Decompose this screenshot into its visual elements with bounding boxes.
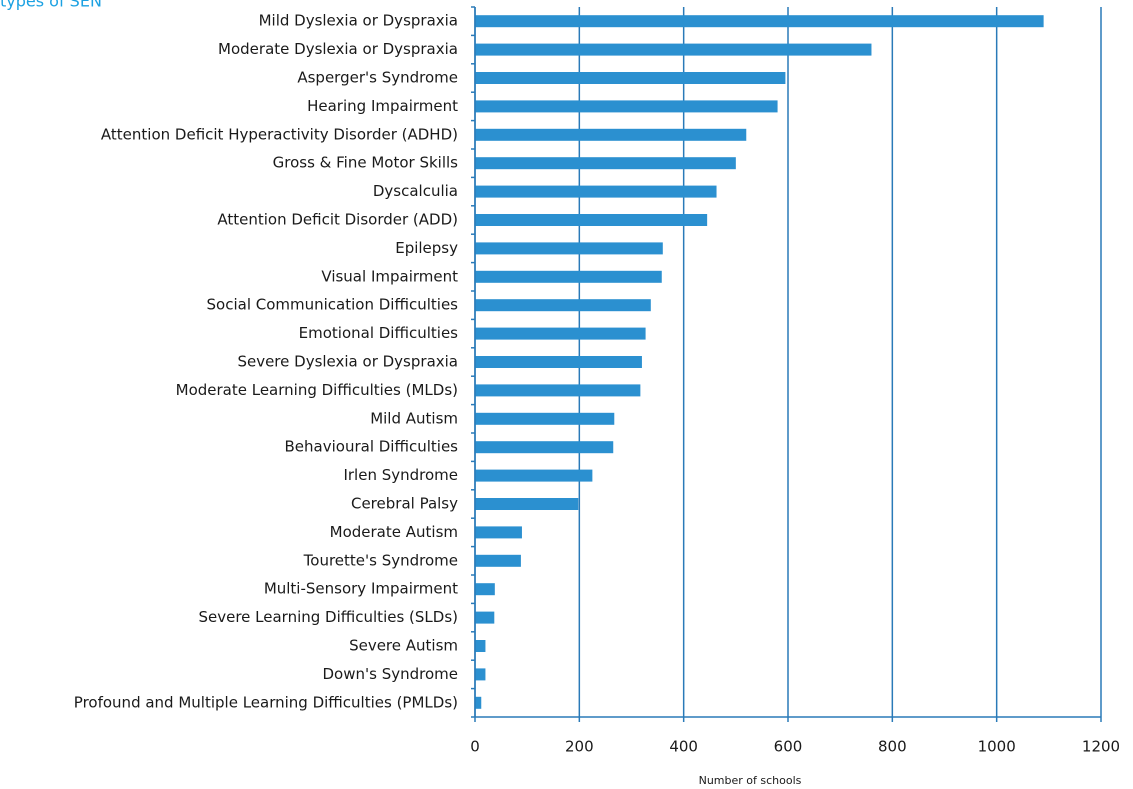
y-tick-label: Profound and Multiple Learning Difficult… xyxy=(74,693,458,711)
y-tick-label: Tourette's Syndrome xyxy=(303,551,458,569)
y-tick-label: Emotional Difficulties xyxy=(299,324,459,342)
bar xyxy=(475,696,482,709)
y-tick-label: Attention Deficit Hyperactivity Disorder… xyxy=(101,125,458,143)
y-tick-label: Hearing Impairment xyxy=(307,97,458,115)
bar xyxy=(475,128,747,141)
bar xyxy=(475,270,662,283)
y-tick-label: Moderate Autism xyxy=(330,523,458,541)
y-tick-label: Down's Syndrome xyxy=(323,665,459,683)
y-tick-label: Irlen Syndrome xyxy=(343,466,458,484)
bar xyxy=(475,554,521,567)
chart-title: types of SEN xyxy=(0,0,102,11)
bar xyxy=(475,668,486,681)
bar xyxy=(475,299,651,312)
bar xyxy=(475,526,522,539)
bar xyxy=(475,100,778,113)
x-tick-label: 1000 xyxy=(978,738,1016,756)
bar xyxy=(475,327,646,340)
bar xyxy=(475,498,579,510)
bar xyxy=(475,611,495,624)
bar xyxy=(475,469,593,482)
y-tick-label: Gross & Fine Motor Skills xyxy=(273,154,459,172)
y-tick-label: Mild Dyslexia or Dyspraxia xyxy=(259,12,458,30)
y-tick-label: Moderate Learning Difficulties (MLDs) xyxy=(176,381,458,399)
bar xyxy=(475,15,1044,28)
bar xyxy=(475,441,614,454)
y-tick-label: Severe Dyslexia or Dyspraxia xyxy=(237,353,458,371)
y-tick-label: Visual Impairment xyxy=(321,267,458,285)
bar xyxy=(475,214,708,226)
y-tick-label: Multi-Sensory Impairment xyxy=(264,580,458,598)
x-axis-title: Number of schools xyxy=(699,774,802,787)
y-tick-label: Epilepsy xyxy=(395,239,458,257)
y-tick-label: Asperger's Syndrome xyxy=(297,69,458,87)
y-tick-label: Severe Autism xyxy=(349,637,458,655)
y-tick-label: Mild Autism xyxy=(370,409,458,427)
y-tick-label: Moderate Dyslexia or Dyspraxia xyxy=(218,40,458,58)
x-tick-label: 1200 xyxy=(1082,738,1120,756)
bar xyxy=(475,583,495,596)
bar xyxy=(475,157,736,170)
bar xyxy=(475,242,663,255)
y-tick-label: Attention Deficit Disorder (ADD) xyxy=(217,211,458,229)
x-tick-label: 400 xyxy=(669,738,698,756)
x-tick-label: 0 xyxy=(470,738,480,756)
y-tick-label: Social Communication Difficulties xyxy=(207,296,459,314)
bar xyxy=(475,72,786,84)
y-tick-label: Cerebral Palsy xyxy=(351,495,458,513)
bar xyxy=(475,185,717,198)
x-tick-label: 200 xyxy=(565,738,594,756)
y-tick-label: Dyscalculia xyxy=(373,182,458,200)
bar xyxy=(475,640,486,652)
x-tick-label: 800 xyxy=(878,738,907,756)
bar xyxy=(475,412,615,425)
y-tick-label: Behavioural Difficulties xyxy=(285,438,459,456)
x-tick-label: 600 xyxy=(774,738,803,756)
bar xyxy=(475,356,642,368)
bar xyxy=(475,43,872,56)
y-tick-label: Severe Learning Difficulties (SLDs) xyxy=(198,608,458,626)
bar xyxy=(475,384,641,397)
